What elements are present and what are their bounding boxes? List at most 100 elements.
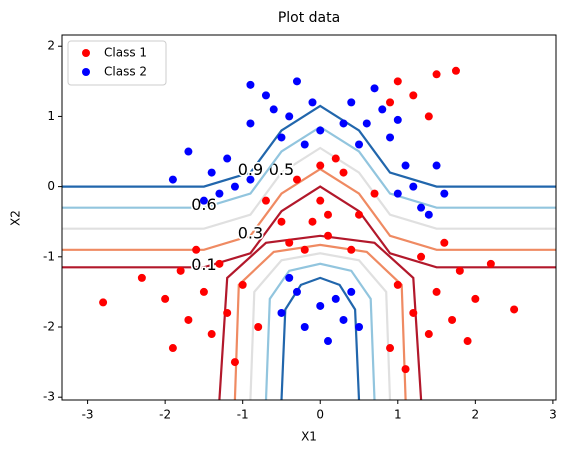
scatter-point (316, 126, 325, 135)
contour-label: 0.5 (269, 160, 294, 179)
contour-label: 0.1 (191, 255, 216, 274)
contour-line (62, 185, 556, 400)
scatter-point (370, 84, 379, 93)
x-tick-label: 0 (316, 408, 324, 422)
scatter-point (215, 189, 224, 198)
scatter-point (277, 308, 286, 317)
y-tick-label: 2 (47, 39, 55, 53)
scatter-point (409, 91, 418, 100)
scatter-point (246, 80, 255, 89)
scatter-point (362, 119, 371, 128)
scatter-point (277, 133, 286, 142)
y-tick-label: -2 (43, 320, 55, 334)
x-tick-label: 1 (394, 408, 402, 422)
x-axis-label: X1 (301, 430, 317, 444)
scatter-point (99, 298, 108, 307)
scatter-point (378, 105, 387, 114)
scatter-point (324, 337, 332, 346)
x-tick-label: -1 (237, 408, 249, 422)
scatter-point (246, 119, 255, 128)
scatter-point (277, 217, 286, 226)
scatter-point (230, 182, 239, 191)
scatter-point (510, 305, 519, 314)
scatter-point (409, 308, 418, 317)
scatter-point (331, 294, 340, 303)
scatter-point (292, 287, 301, 296)
scatter-point (207, 168, 216, 177)
scatter-point (339, 168, 348, 177)
scatter-point (300, 245, 309, 254)
scatter-point (440, 189, 449, 198)
scatter-point (316, 196, 325, 205)
scatter-point (451, 66, 460, 75)
scatter-point (308, 98, 317, 107)
scatter-point (448, 315, 457, 324)
legend-label: Class 1 (104, 46, 147, 60)
scatter-point (455, 266, 464, 275)
scatter-point (401, 365, 410, 374)
scatter-point (339, 119, 348, 128)
scatter-point (168, 344, 177, 353)
scatter-point (316, 301, 325, 310)
scatter-point (432, 70, 441, 79)
scatter-point (285, 273, 294, 282)
legend-box (67, 40, 167, 86)
y-axis-label: X2 (9, 210, 23, 226)
scatter-point (417, 203, 426, 212)
contour-line (62, 104, 556, 400)
scatter-point (161, 294, 170, 303)
scatter-point (424, 210, 433, 219)
x-tick-label: -3 (82, 408, 94, 422)
scatter-point (184, 147, 193, 156)
scatter-point (215, 259, 224, 268)
scatter-point (432, 161, 441, 170)
contour-line (62, 167, 556, 400)
scatter-point (176, 266, 185, 275)
scatter-point (424, 112, 433, 121)
scatter-point (223, 308, 232, 317)
scatter-point (417, 252, 426, 261)
y-tick-label: -3 (43, 390, 55, 404)
scatter-point (261, 196, 270, 205)
scatter-point (370, 189, 379, 198)
plot-area: 0.1 0.3 0.5 0.6 0.9 (62, 66, 556, 400)
scatter-point (137, 273, 146, 282)
x-tick-label: 3 (549, 408, 557, 422)
scatter-point (207, 330, 216, 339)
scatter-point (324, 210, 332, 219)
scatter-point (463, 337, 472, 346)
scatter-point (409, 182, 418, 191)
scatter-point (386, 98, 395, 107)
scatter-point (386, 344, 395, 353)
scatter-point (269, 105, 278, 114)
legend-marker (82, 49, 90, 57)
scatter-point (347, 98, 356, 107)
y-tick-label: 1 (47, 109, 55, 123)
plot-frame (61, 34, 557, 401)
y-tick-label: 0 (47, 179, 55, 193)
scatter-point (331, 154, 340, 163)
scatter-point (440, 238, 449, 247)
scatter-point (292, 175, 301, 184)
scatter-point (355, 323, 364, 331)
scatter-point (199, 287, 208, 296)
scatter-point (238, 280, 247, 289)
scatter-point (486, 259, 495, 268)
scatter-point (347, 287, 356, 296)
scatter-point (168, 175, 177, 184)
scatter-point (471, 294, 480, 303)
contour-line (62, 125, 556, 400)
contour-label: 0.3 (238, 223, 263, 242)
scatter-point (347, 245, 356, 254)
scatter-point (324, 231, 332, 240)
scatter-point (192, 245, 201, 254)
contour-label: 0.6 (191, 195, 216, 214)
scatter-point (432, 287, 441, 296)
scatter-point (316, 161, 325, 170)
scatter-point (355, 140, 364, 149)
scatter-point (285, 238, 294, 247)
legend-marker (82, 68, 90, 76)
scatter-point (393, 77, 402, 86)
